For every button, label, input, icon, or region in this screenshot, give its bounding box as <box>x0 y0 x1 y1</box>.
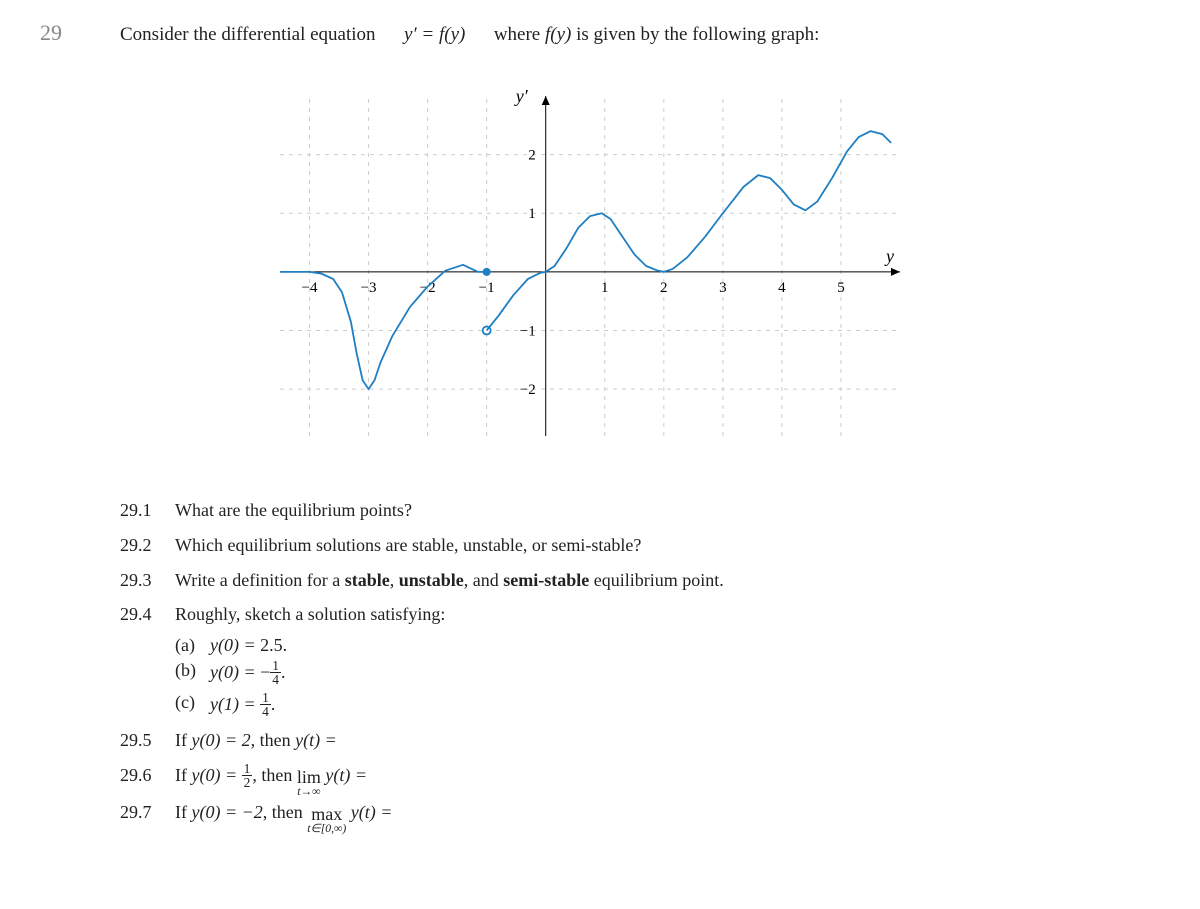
numerator: 1 <box>270 659 281 674</box>
svg-text:−1: −1 <box>479 280 495 296</box>
sub-29-7: 29.7 If y(0) = −2, then maxt∈[0,∞) y(t) … <box>120 798 1140 829</box>
part-b: (b) y(0) = −14. <box>175 660 1140 688</box>
lim-bot: t→∞ <box>297 786 321 798</box>
t: If <box>175 802 192 822</box>
bold-semistable: semi-stable <box>503 570 589 590</box>
tail: . <box>281 662 286 682</box>
sub-text: Which equilibrium solutions are stable, … <box>175 531 1140 560</box>
fy: f(y) <box>545 24 571 45</box>
svg-text:2: 2 <box>528 148 536 164</box>
sub-29-6: 29.6 If y(0) = 12, then limt→∞ y(t) = <box>120 761 1140 792</box>
sub-29-5: 29.5 If y(0) = 2, then y(t) = <box>120 726 1140 755</box>
bold-stable: stable <box>345 570 390 590</box>
problem-header: 29 Consider the differential equation y′… <box>40 20 1140 46</box>
graph-svg: −4−3−2−112345−2−112y′y <box>250 66 930 466</box>
intro-mid: where <box>470 24 545 45</box>
t: , then <box>251 730 296 750</box>
t: equilibrium point. <box>589 570 724 590</box>
sub-29-4-parts: (a) y(0) = 2.5. (b) y(0) = −14. (c) y(1)… <box>175 635 1140 720</box>
sub-text: Roughly, sketch a solution satisfying: <box>175 600 1140 629</box>
equation: y′ = f(y) <box>404 24 465 45</box>
t: , <box>390 570 399 590</box>
numerator: 1 <box>260 691 271 706</box>
max-top: max <box>307 805 346 823</box>
svg-text:4: 4 <box>778 280 786 296</box>
part-label: (c) <box>175 692 210 720</box>
sub-29-3: 29.3 Write a definition for a stable, un… <box>120 566 1140 595</box>
expr: y(t) = <box>346 802 392 822</box>
rhs: 2.5. <box>260 635 287 655</box>
cond: y(0) = 2 <box>192 730 251 750</box>
part-body: y(1) = 14. <box>210 692 275 720</box>
graph-figure: −4−3−2−112345−2−112y′y <box>40 66 1140 466</box>
lhs: y(0) = <box>210 662 256 682</box>
expr: y(t) = <box>295 730 337 750</box>
svg-text:−3: −3 <box>361 280 377 296</box>
svg-text:5: 5 <box>837 280 845 296</box>
sub-text: Write a definition for a stable, unstabl… <box>175 566 1140 595</box>
part-body: y(0) = −14. <box>210 660 286 688</box>
max-bot: t∈[0,∞) <box>307 823 346 835</box>
sub-number: 29.2 <box>120 531 175 560</box>
svg-text:y: y <box>884 246 894 266</box>
sub-text: If y(0) = 12, then limt→∞ y(t) = <box>175 761 1140 792</box>
svg-text:−4: −4 <box>302 280 318 296</box>
sub-text: If y(0) = 2, then y(t) = <box>175 726 1140 755</box>
sub-number: 29.7 <box>120 798 175 829</box>
sub-29-2: 29.2 Which equilibrium solutions are sta… <box>120 531 1140 560</box>
neg: − <box>260 662 270 682</box>
t: , then <box>263 802 308 822</box>
fraction: 12 <box>242 762 253 790</box>
limit: limt→∞ <box>297 768 321 798</box>
sub-number: 29.4 <box>120 600 175 629</box>
max: maxt∈[0,∞) <box>307 805 346 835</box>
denominator: 4 <box>260 705 271 719</box>
sub-text: If y(0) = −2, then maxt∈[0,∞) y(t) = <box>175 798 1140 829</box>
bold-unstable: unstable <box>399 570 464 590</box>
problem-number: 29 <box>40 20 120 46</box>
part-a: (a) y(0) = 2.5. <box>175 635 1140 656</box>
svg-text:1: 1 <box>528 206 536 222</box>
denominator: 4 <box>270 673 281 687</box>
lhs: y(0) = <box>210 635 256 655</box>
sub-29-4: 29.4 Roughly, sketch a solution satisfyi… <box>120 600 1140 629</box>
t: Write a definition for a <box>175 570 345 590</box>
part-label: (b) <box>175 660 210 688</box>
sub-number: 29.3 <box>120 566 175 595</box>
part-label: (a) <box>175 635 210 656</box>
sub-number: 29.5 <box>120 726 175 755</box>
tail: . <box>271 694 276 714</box>
fraction: 14 <box>270 659 281 687</box>
t: If <box>175 730 192 750</box>
lim-top: lim <box>297 768 321 786</box>
problem-container: 29 Consider the differential equation y′… <box>40 20 1140 828</box>
intro-before: Consider the differential equation <box>120 24 399 45</box>
svg-text:2: 2 <box>660 280 668 296</box>
sub-text: What are the equilibrium points? <box>175 496 1140 525</box>
sub-number: 29.6 <box>120 761 175 792</box>
sub-29-1: 29.1 What are the equilibrium points? <box>120 496 1140 525</box>
intro-after: is given by the following graph: <box>576 24 819 45</box>
numerator: 1 <box>242 762 253 777</box>
t: , and <box>464 570 504 590</box>
problem-statement: Consider the differential equation y′ = … <box>120 24 819 46</box>
cond-lhs: y(0) = <box>192 765 238 785</box>
expr: y(t) = <box>321 765 367 785</box>
part-body: y(0) = 2.5. <box>210 635 287 656</box>
subproblem-list: 29.1 What are the equilibrium points? 29… <box>120 496 1140 828</box>
fraction: 14 <box>260 691 271 719</box>
svg-text:−2: −2 <box>520 382 536 398</box>
lhs: y(1) = <box>210 694 256 714</box>
svg-text:y′: y′ <box>514 86 529 106</box>
t: , then <box>252 765 297 785</box>
part-c: (c) y(1) = 14. <box>175 692 1140 720</box>
denominator: 2 <box>242 776 253 790</box>
svg-text:−1: −1 <box>520 323 536 339</box>
cond: y(0) = −2 <box>192 802 263 822</box>
t: If <box>175 765 192 785</box>
sub-number: 29.1 <box>120 496 175 525</box>
svg-text:3: 3 <box>719 280 727 296</box>
svg-text:1: 1 <box>601 280 609 296</box>
